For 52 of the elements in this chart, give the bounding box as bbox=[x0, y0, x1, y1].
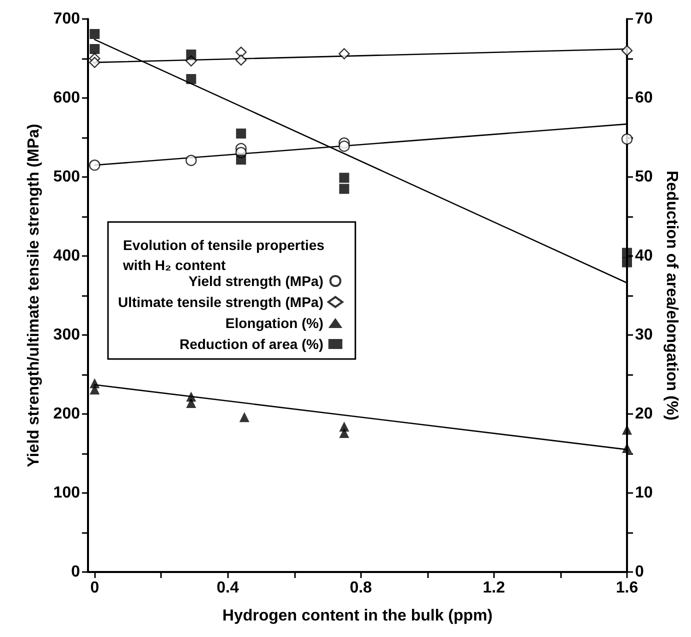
y-tick-label: 500 bbox=[53, 168, 80, 186]
point bbox=[186, 154, 197, 166]
y-tick-label: 400 bbox=[53, 248, 80, 264]
point bbox=[186, 50, 196, 60]
x-tick-label: 0.4 bbox=[216, 580, 239, 596]
x-tick-label: 0 bbox=[90, 580, 100, 596]
y2-tick-label: 50 bbox=[635, 168, 653, 186]
legend-label: Yield strength (MPa) bbox=[188, 273, 324, 289]
point bbox=[90, 384, 100, 395]
y2-tick-label: 60 bbox=[635, 90, 653, 106]
x-tick-label: 0.8 bbox=[350, 580, 372, 596]
point bbox=[235, 46, 247, 58]
point bbox=[236, 128, 246, 139]
y2-tick-label: 20 bbox=[635, 406, 653, 422]
point bbox=[339, 172, 350, 183]
point bbox=[236, 154, 246, 165]
point bbox=[622, 257, 632, 268]
x-tick-label: 1.6 bbox=[616, 580, 638, 596]
point bbox=[90, 29, 100, 40]
y-tick-label: 700 bbox=[53, 10, 80, 28]
point bbox=[622, 248, 632, 258]
x-tick-label: 1.2 bbox=[482, 580, 506, 596]
point bbox=[235, 54, 247, 66]
point bbox=[338, 140, 350, 152]
y-tick-label: 0 bbox=[71, 564, 80, 580]
y-tick-label: 600 bbox=[53, 90, 80, 106]
y2-tick-label: 70 bbox=[635, 10, 653, 28]
point bbox=[90, 44, 100, 54]
y2-tick-label: 30 bbox=[635, 326, 653, 344]
y2-tick-label: 10 bbox=[635, 484, 653, 502]
legend-label: Ultimate tensile strength (MPa) bbox=[118, 294, 324, 310]
point bbox=[186, 74, 196, 84]
legend-title: Evolution of tensile properties with H₂ content bbox=[122, 237, 328, 273]
y2-tick-label: 40 bbox=[635, 248, 653, 264]
point bbox=[89, 56, 100, 68]
point bbox=[89, 160, 100, 171]
point bbox=[621, 45, 633, 56]
x-axis-title: Hydrogen content in the bulk (ppm) bbox=[222, 608, 493, 624]
legend-label: Elongation (%) bbox=[225, 315, 324, 331]
y-tick-label: 100 bbox=[53, 484, 80, 502]
point bbox=[621, 133, 633, 145]
point bbox=[339, 428, 350, 438]
y-tick-label: 300 bbox=[53, 326, 80, 344]
legend-label: Reduction of area (%) bbox=[179, 336, 324, 352]
y-axis-title: Yield strength/ultimate tensile strength (MPa) bbox=[26, 124, 42, 468]
point bbox=[186, 398, 196, 408]
point bbox=[239, 412, 250, 422]
point bbox=[338, 48, 350, 60]
y2-tick-label: 0 bbox=[635, 564, 644, 580]
point bbox=[339, 184, 350, 194]
y-tick-label: 200 bbox=[53, 406, 80, 422]
y2-axis-title: Reduction of area/elongation (%) bbox=[663, 170, 680, 420]
